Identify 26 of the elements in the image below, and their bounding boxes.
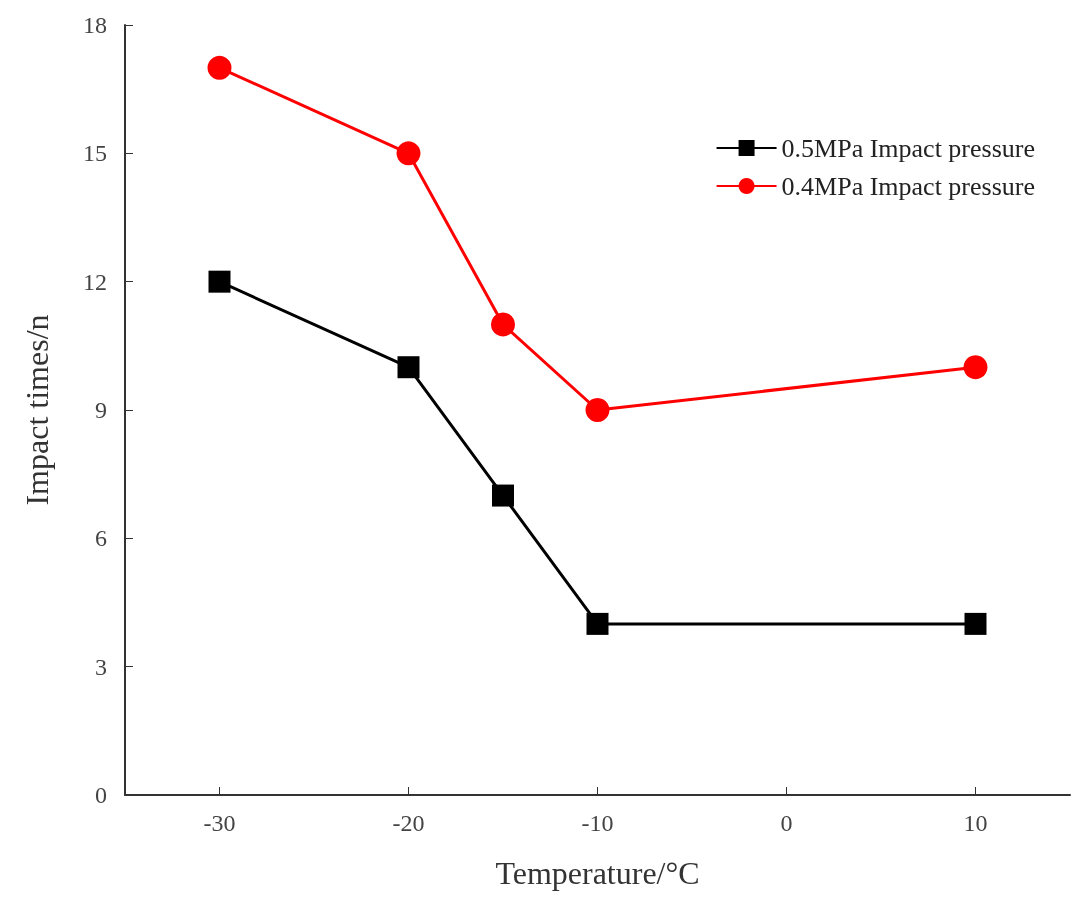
point [964,612,987,635]
x-tick-label: 10 [963,810,988,836]
point [492,484,514,507]
point [963,355,988,380]
x-tick-label: 0 [780,810,793,836]
point [207,55,232,80]
y-tick-label: 3 [95,653,107,680]
point [208,270,231,293]
point [586,612,609,635]
y-axis-title: Impact times/n [19,314,55,506]
x-tick-label: -30 [203,810,236,836]
point [396,141,421,166]
point [585,398,610,422]
y-tick-label: 6 [95,525,107,552]
point [491,312,515,337]
x-tick-label: -20 [392,810,425,836]
y-tick-label: 15 [83,140,107,167]
legend-label: 0.5MPa Impact pressure [781,133,1035,163]
x-axis-title: Temperature/°C [495,855,700,891]
point [397,356,420,379]
y-tick-label: 18 [83,12,107,38]
x-tick-label: -10 [581,810,614,836]
y-tick-label: 0 [95,782,107,808]
y-tick-label: 9 [95,397,107,423]
y-tick-label: 12 [83,268,107,295]
legend-label: 0.4MPa Impact pressure [781,171,1035,201]
